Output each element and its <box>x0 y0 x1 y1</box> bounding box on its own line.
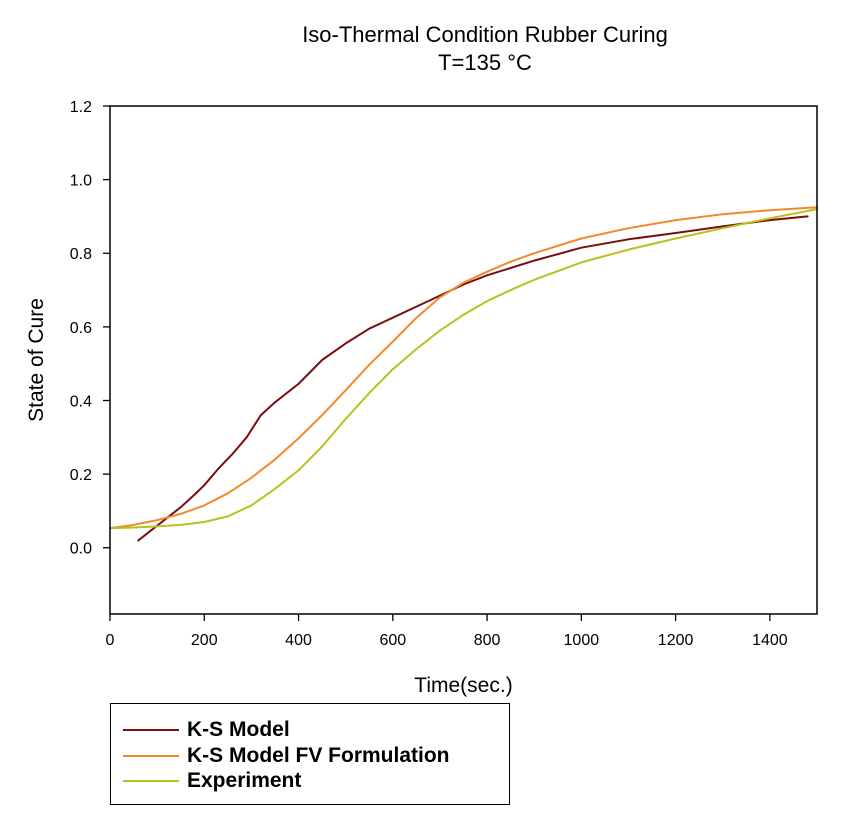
y-tick-label: 0.8 <box>70 246 92 263</box>
y-axis: 0.0 0.2 0.4 0.6 0.8 1.0 1.2 <box>70 99 110 558</box>
legend-label-ks-fv: K-S Model FV Formulation <box>187 744 450 767</box>
legend-label-experiment: Experiment <box>187 769 302 792</box>
chart-subtitle: T=135 °C <box>438 50 532 75</box>
x-tick-label: 1400 <box>752 632 788 649</box>
x-tick-label: 600 <box>379 632 406 649</box>
y-tick-label: 0.2 <box>70 467 92 484</box>
series-line-2 <box>109 208 818 530</box>
legend-item-ks-fv: K-S Model FV Formulation <box>123 743 450 769</box>
y-axis-label: State of Cure <box>25 298 48 422</box>
y-tick-label: 1.2 <box>70 99 92 116</box>
legend-swatch-experiment <box>123 780 179 782</box>
series-layer <box>109 206 818 542</box>
series-line-1 <box>109 206 818 530</box>
y-tick-label: 1.0 <box>70 173 92 190</box>
legend-item-experiment: Experiment <box>123 768 301 794</box>
legend-item-ks-model: K-S Model <box>123 717 290 743</box>
legend-label-ks-model: K-S Model <box>187 718 290 741</box>
x-tick-label: 0 <box>106 632 115 649</box>
plot-frame <box>109 105 818 615</box>
legend-swatch-ks-model <box>123 729 179 731</box>
x-tick-label: 400 <box>285 632 312 649</box>
x-tick-label: 200 <box>191 632 218 649</box>
x-tick-label: 1000 <box>564 632 600 649</box>
line-chart: 0 200 400 600 800 1000 1200 1400 0.00.20.40.60.… <box>25 99 818 697</box>
x-tick-label: 1200 <box>658 632 694 649</box>
y-tick-label: 0.6 <box>70 320 92 337</box>
y-tick-label: 0.4 <box>70 393 92 410</box>
legend-swatch-ks-fv <box>123 755 179 757</box>
x-axis-label: Time(sec.) <box>414 674 512 697</box>
x-axis: 0 200 400 600 800 1000 1200 1400 <box>106 614 788 649</box>
x-tick-label: 800 <box>474 632 501 649</box>
series-line-0 <box>137 215 809 542</box>
y-tick-label: 0.0 <box>70 541 92 558</box>
legend: K-S Model K-S Model FV Formulation Exper… <box>110 703 510 805</box>
chart-title: Iso-Thermal Condition Rubber Curing <box>302 22 668 47</box>
